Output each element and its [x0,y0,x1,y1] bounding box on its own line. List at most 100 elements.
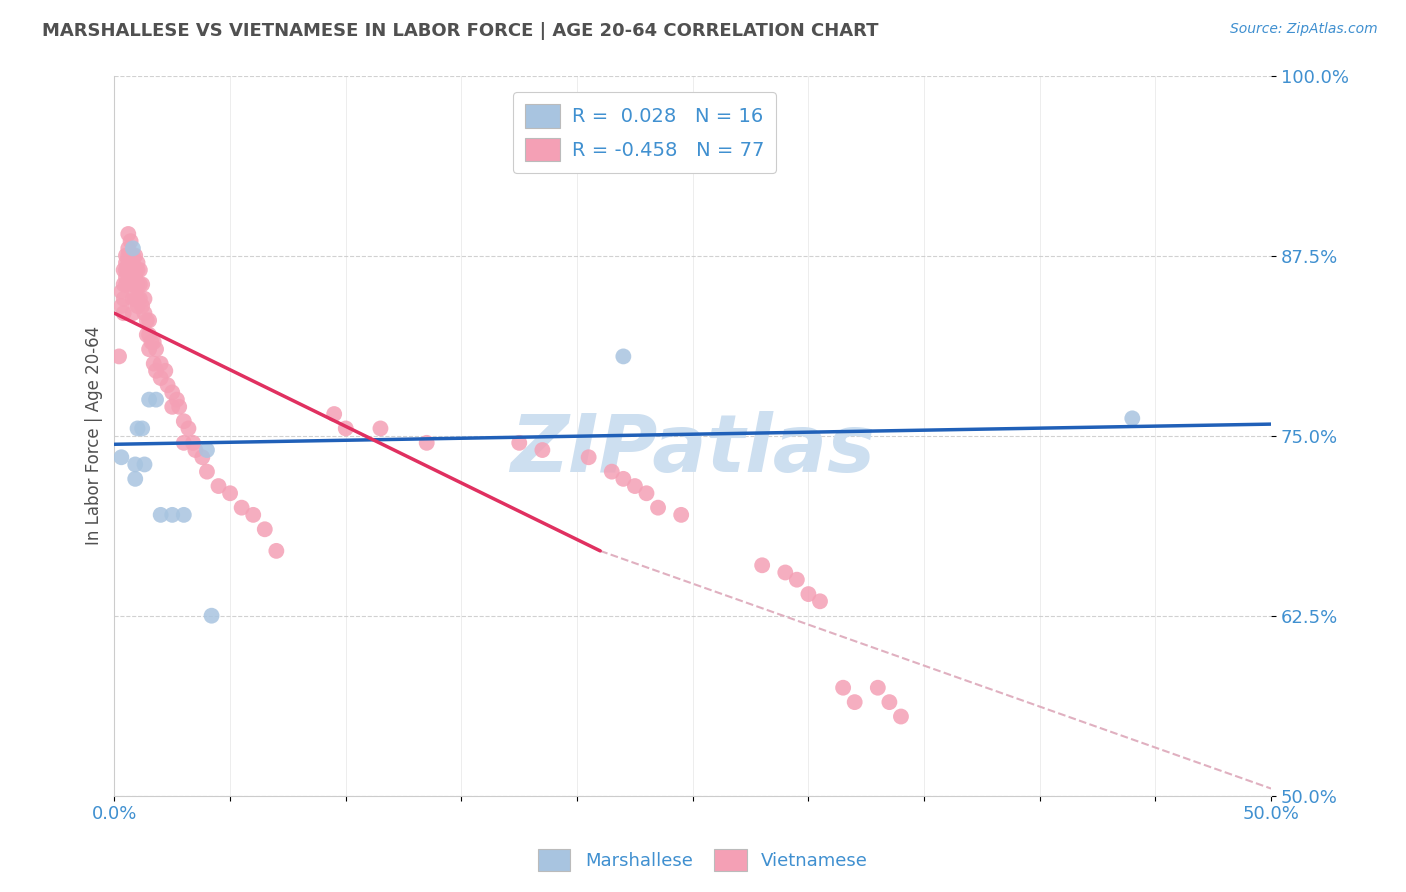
Point [120,249,142,263]
Point [110,450,132,465]
Point [149,357,172,371]
Point [808,594,831,608]
Point [207,479,229,493]
Point [120,234,142,248]
Point [612,472,634,486]
Point [669,508,692,522]
Point [231,500,253,515]
Point [115,270,138,285]
Point [145,392,167,407]
Point [173,414,195,428]
Point [162,385,184,400]
Point [120,263,142,277]
Text: MARSHALLESE VS VIETNAMESE IN LABOR FORCE | AGE 20-64 CORRELATION CHART: MARSHALLESE VS VIETNAMESE IN LABOR FORCE… [42,22,879,40]
Point [142,334,165,349]
Point [775,566,797,580]
Y-axis label: In Labor Force | Age 20-64: In Labor Force | Age 20-64 [86,326,103,545]
Point [122,306,145,320]
Text: ZIPatlas: ZIPatlas [510,411,876,489]
Point [531,443,554,458]
Point [117,227,139,241]
Point [124,292,146,306]
Point [184,443,207,458]
Text: Source: ZipAtlas.com: Source: ZipAtlas.com [1230,22,1378,37]
Point [155,364,177,378]
Point [115,249,138,263]
Point [162,508,184,522]
Point [138,392,160,407]
Point [124,472,146,486]
Point [117,256,139,270]
Point [612,350,634,364]
Point [131,299,153,313]
Point [127,256,149,270]
Point [866,681,889,695]
Point [122,241,145,255]
Point [636,486,658,500]
Point [120,277,142,292]
Point [177,421,200,435]
Point [122,277,145,292]
Point [127,263,149,277]
Point [647,500,669,515]
Point [112,292,135,306]
Point [128,263,150,277]
Point [162,400,184,414]
Point [122,249,145,263]
Point [624,479,647,493]
Point [156,378,179,392]
Point [115,263,138,277]
Point [166,392,188,407]
Point [370,421,392,435]
Point [112,277,135,292]
Point [127,421,149,435]
Point [124,249,146,263]
Point [124,458,146,472]
Point [844,695,866,709]
Point [335,421,357,435]
Point [135,313,157,327]
Point [117,249,139,263]
Point [751,558,773,573]
Point [832,681,855,695]
Point [323,407,346,421]
Point [138,327,160,342]
Point [145,364,167,378]
Point [128,277,150,292]
Point [135,327,157,342]
Point [127,292,149,306]
Point [266,544,288,558]
Point [112,263,135,277]
Point [149,371,172,385]
Point [134,292,156,306]
Point [879,695,901,709]
Point [108,350,131,364]
Point [797,587,820,601]
Point [117,263,139,277]
Point [195,443,218,458]
Point [128,292,150,306]
Point [120,270,142,285]
Point [242,508,264,522]
Point [253,522,276,536]
Point [120,256,142,270]
Point [141,334,163,349]
Point [127,277,149,292]
Point [167,400,190,414]
Point [122,270,145,285]
Point [127,299,149,313]
Point [112,306,135,320]
Point [124,277,146,292]
Point [122,292,145,306]
Point [115,256,138,270]
Point [219,486,242,500]
Point [145,342,167,356]
Point [200,608,222,623]
Point [124,263,146,277]
Point [890,709,912,723]
Point [115,277,138,292]
Point [124,270,146,285]
Point [110,299,132,313]
Point [508,435,530,450]
Point [138,313,160,327]
